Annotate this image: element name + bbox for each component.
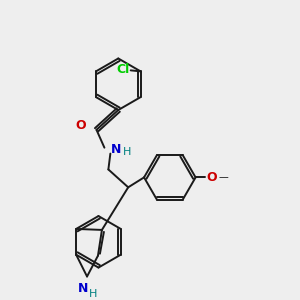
Text: H: H	[89, 289, 97, 299]
Text: N: N	[111, 143, 122, 156]
Text: H: H	[123, 147, 131, 157]
Text: O: O	[206, 171, 217, 184]
Text: N: N	[78, 282, 88, 295]
Text: O: O	[75, 119, 86, 132]
Text: —: —	[218, 172, 228, 182]
Text: Cl: Cl	[116, 63, 129, 76]
